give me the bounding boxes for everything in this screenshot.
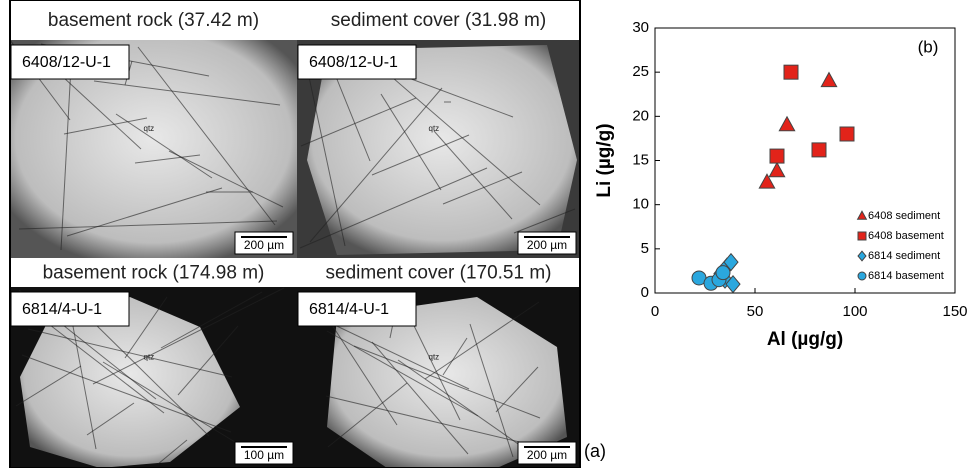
mineral-label: qtz — [144, 353, 155, 362]
marker-triangle — [779, 117, 794, 131]
legend-label: 6408 basement — [868, 230, 944, 242]
marker-triangle — [858, 211, 867, 219]
image-header: sediment cover (170.51 m) — [326, 263, 552, 284]
marker-square — [858, 232, 866, 240]
x-tick-label: 50 — [747, 303, 764, 320]
y-tick-label: 15 — [632, 151, 649, 168]
y-tick-label: 10 — [632, 196, 649, 213]
legend-label: 6408 sediment — [868, 210, 940, 222]
marker-square — [840, 127, 854, 141]
sample-label: 6814/4-U-1 — [309, 301, 389, 318]
scale-label: 200 µm — [244, 238, 284, 252]
x-tick-label: 100 — [842, 303, 867, 320]
scale-label: 100 µm — [244, 448, 284, 462]
marker-square — [770, 149, 784, 163]
mineral-label: qtz — [429, 353, 440, 362]
y-tick-label: 25 — [632, 63, 649, 80]
y-tick-label: 5 — [641, 240, 649, 257]
y-tick-label: 30 — [632, 19, 649, 36]
legend-label: 6814 basement — [868, 270, 944, 282]
marker-circle — [716, 266, 730, 280]
panel-a-label: (a) — [584, 441, 606, 461]
mineral-label: qtz — [429, 124, 440, 133]
y-tick-label: 20 — [632, 107, 649, 124]
marker-circle — [858, 272, 866, 280]
marker-triangle — [821, 73, 836, 87]
x-tick-label: 0 — [651, 303, 659, 320]
y-tick-label: 0 — [641, 284, 649, 301]
legend-label: 6814 sediment — [868, 250, 940, 262]
panel-b-label: (b) — [918, 37, 939, 56]
sample-label: 6814/4-U-1 — [22, 301, 102, 318]
y-axis-label: Li (µg/g) — [594, 123, 615, 197]
sample-label: 6408/12-U-1 — [309, 54, 398, 71]
x-axis-label: Al (µg/g) — [767, 329, 843, 350]
marker-square — [812, 143, 826, 157]
scale-label: 200 µm — [527, 448, 567, 462]
marker-triangle — [769, 163, 784, 177]
marker-square — [784, 65, 798, 79]
scale-label: 200 µm — [527, 238, 567, 252]
image-header: sediment cover (31.98 m) — [331, 10, 546, 31]
marker-diamond — [858, 251, 866, 261]
image-header: basement rock (174.98 m) — [43, 263, 265, 284]
x-tick-label: 150 — [942, 303, 967, 320]
figure: basement rock (37.42 m)qtz6408/12-U-1200… — [0, 0, 969, 468]
mineral-label: qtz — [144, 124, 155, 133]
sample-label: 6408/12-U-1 — [22, 54, 111, 71]
image-header: basement rock (37.42 m) — [48, 10, 259, 31]
